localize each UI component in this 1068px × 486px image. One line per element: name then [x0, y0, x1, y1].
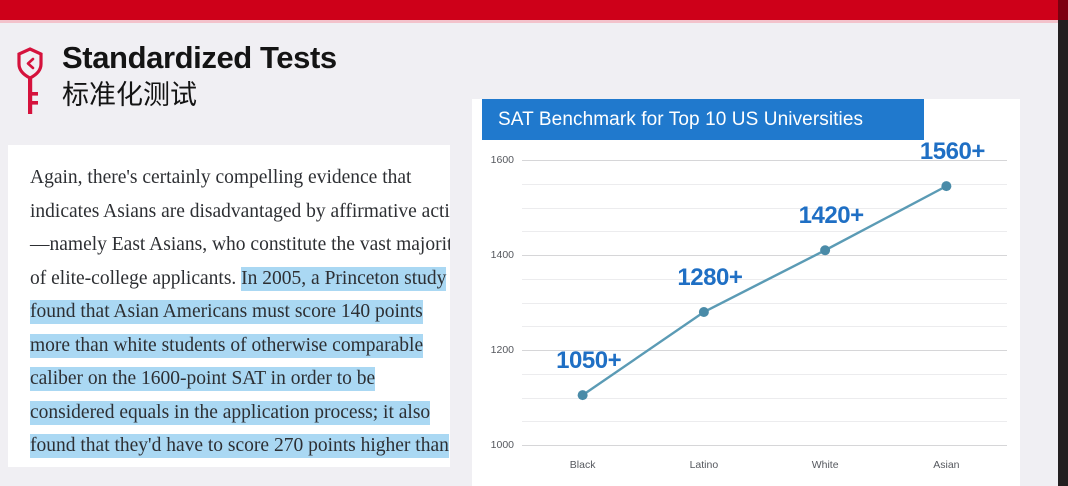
quote-plain-text: —namely East Asians, who constitute the …: [30, 234, 450, 255]
chart-card: SAT Benchmark for Top 10 US Universities…: [472, 99, 1020, 486]
gridline-minor: [522, 397, 1007, 399]
quote-panel: Again, there's certainly compelling evid…: [8, 145, 450, 467]
series-line: [581, 185, 947, 397]
quote-line: considered equals in the application pro…: [30, 396, 432, 430]
quote-line: Again, there's certainly compelling evid…: [30, 161, 432, 195]
right-edge-strip: [1058, 0, 1068, 486]
y-axis-tick-label: 1400: [490, 249, 514, 261]
chart-plot-area: 1000 1200 1400 1600 Black Latino White Asian 105…: [472, 138, 1020, 486]
quote-highlighted-text: caliber on the 1600-point SAT in order t…: [30, 367, 376, 391]
series-marker: [577, 390, 588, 401]
right-edge-strip-red: [1058, 0, 1068, 20]
quote-line: Latino students and 450 points higher th…: [30, 463, 432, 468]
quote-line: of elite-college applicants. In 2005, a …: [30, 262, 447, 296]
gridline-minor: [522, 421, 1007, 423]
x-axis-tick-label: Asian: [933, 459, 960, 471]
gridline-minor: [522, 183, 1007, 185]
gridline-major: [522, 160, 1007, 161]
x-axis-tick-label: Black: [569, 459, 596, 471]
y-axis-tick-label: 1200: [490, 344, 514, 356]
quote-highlighted-text: more than white students of otherwise co…: [30, 333, 424, 358]
series-marker: [698, 307, 709, 317]
gridline-minor: [522, 373, 1007, 375]
quote-plain-text: indicates Asians are disadvantaged by af…: [30, 200, 450, 222]
gridline-minor: [522, 302, 1007, 304]
quote-line: found that they'd have to score 270 poin…: [30, 429, 449, 463]
quote-highlighted-text: considered equals in the application pro…: [30, 400, 431, 425]
chart-title: SAT Benchmark for Top 10 US Universities: [498, 108, 864, 130]
y-axis-tick-label: 1000: [490, 439, 514, 451]
series-marker: [941, 181, 952, 192]
quote-line: caliber on the 1600-point SAT in order t…: [30, 362, 432, 396]
quote-highlighted-text: found that they'd have to score 270 poin…: [30, 434, 449, 458]
quote-line: found that Asian Americans must score 14…: [30, 295, 432, 329]
gridline-minor: [522, 207, 1007, 209]
quote-line: —namely East Asians, who constitute the …: [30, 228, 450, 262]
quote-plain-text: of elite-college applicants.: [30, 267, 242, 289]
page-title-en: Standardized Tests: [62, 40, 337, 75]
gridline-minor: [522, 326, 1007, 328]
gridline-major: [522, 255, 1007, 256]
y-axis-tick-label: 1600: [490, 154, 514, 166]
quote-highlighted-text: In 2005, a Princeton study: [241, 266, 447, 291]
chart-title-bar: SAT Benchmark for Top 10 US Universities: [482, 99, 924, 140]
key-icon: [14, 46, 48, 118]
top-red-bar: [0, 0, 1068, 20]
quote-highlighted-text: found that Asian Americans must score 14…: [30, 300, 423, 324]
x-axis-tick-label: White: [811, 459, 839, 471]
page-title-zh: 标准化测试: [62, 80, 197, 111]
gridline-major: [522, 350, 1007, 351]
heading-texts: Standardized Tests 标准化测试: [62, 40, 337, 114]
heading-block: Standardized Tests 标准化测试: [12, 40, 482, 125]
data-point-label: 1280+: [677, 264, 743, 291]
gridline-minor: [522, 231, 1007, 233]
chart-series: [577, 181, 952, 401]
top-accent-line: [0, 20, 1068, 23]
quote-line: indicates Asians are disadvantaged by af…: [30, 195, 450, 229]
data-point-label: 1420+: [798, 202, 864, 230]
x-axis-tick-label: Latino: [689, 459, 719, 471]
series-marker: [820, 245, 831, 256]
data-point-label: 1050+: [556, 347, 622, 375]
quote-plain-text: Again, there's certainly compelling evid…: [30, 167, 412, 188]
quote-line: more than white students of otherwise co…: [30, 329, 432, 363]
gridline-minor: [522, 278, 1007, 280]
quote-text: Again, there's certainly compelling evid…: [8, 145, 450, 467]
x-axis-line: [522, 445, 1007, 446]
data-point-label: 1560+: [919, 138, 985, 166]
